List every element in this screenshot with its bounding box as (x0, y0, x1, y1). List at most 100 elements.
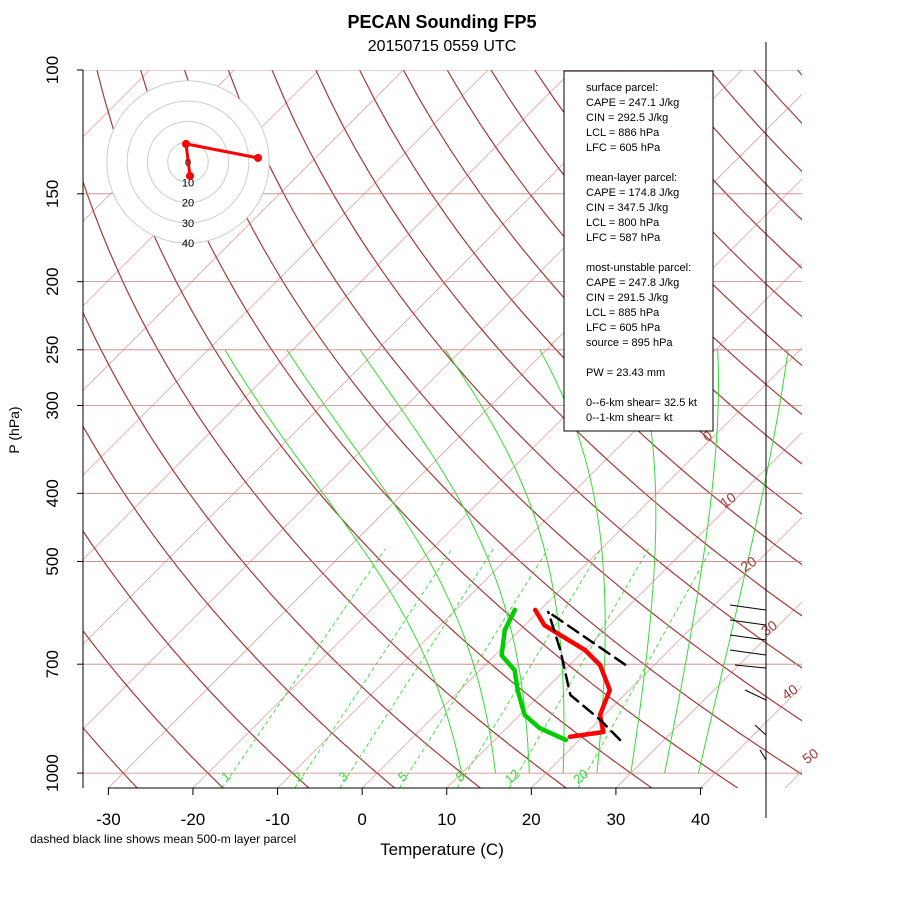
y-tick-label: 400 (43, 479, 62, 507)
mixing-ratio-line (509, 548, 649, 788)
isotherm (615, 601, 802, 788)
y-tick-label: 150 (43, 180, 62, 208)
isotherm (192, 178, 802, 788)
mixing-ratio-label: 1 (218, 768, 233, 784)
y-tick-label: 700 (43, 650, 62, 678)
moist-adiabat (664, 349, 719, 774)
mixing-ratio-line (399, 548, 549, 788)
wind-barbs (729, 604, 767, 761)
isotherm (83, 70, 404, 392)
dry-adiabat (796, 70, 802, 76)
x-tick-label: 20 (522, 810, 541, 829)
barb (744, 689, 767, 701)
isotherm (700, 685, 802, 788)
mixing-ratio-label: 20 (570, 766, 591, 787)
dry-adiabat (315, 70, 802, 617)
info-line: most-unstable parcel: (586, 262, 691, 274)
dry-adiabat (140, 70, 739, 788)
isotherm (531, 516, 802, 788)
isotherm (784, 770, 802, 788)
dry-adiabat (83, 179, 567, 788)
barb (754, 724, 767, 736)
barb (729, 604, 767, 611)
y-tick-label: 1000 (43, 754, 62, 792)
isotherm (83, 70, 658, 645)
info-line: mean-layer parcel: (586, 172, 677, 184)
barb (729, 649, 767, 656)
info-line: 0--1-km shear= kt (586, 412, 673, 424)
moist-adiabat (444, 349, 565, 774)
dry-adiabat (96, 70, 653, 788)
info-line: CAPE = 247.1 J/kg (586, 97, 679, 109)
mixing-ratio-label: 5 (395, 768, 410, 784)
mixing-ratio-line (577, 548, 712, 788)
dry-adiabat (83, 311, 481, 788)
moist-adiabat (286, 349, 496, 774)
isotherm (83, 70, 489, 476)
hodograph-ring-label: 20 (182, 198, 194, 210)
profile-line (532, 607, 613, 740)
info-line: LFC = 605 hPa (586, 322, 661, 334)
moist-adiabat (224, 349, 463, 774)
hodograph-ring-label: 10 (182, 177, 194, 189)
y-axis-label: P (hPa) (6, 406, 22, 453)
isotherm (870, 70, 900, 788)
info-line: LFC = 605 hPa (586, 142, 661, 154)
dry-adiabat (490, 70, 802, 416)
info-line: 0--6-km shear= 32.5 kt (586, 397, 697, 409)
info-line: PW = 23.43 mm (586, 367, 665, 379)
dry-adiabat (83, 726, 138, 788)
hodograph-ring (126, 100, 250, 224)
barb (729, 634, 767, 641)
x-tick-label: 10 (437, 810, 456, 829)
chart-title: PECAN Sounding FP5 (348, 12, 537, 32)
x-tick-label: 40 (691, 810, 710, 829)
info-line: surface parcel: (586, 82, 658, 94)
dry-adiabat (841, 70, 900, 788)
mixing-ratio-label: 2 (291, 768, 306, 784)
moist-adiabat (359, 349, 530, 774)
isotherm-label: 10 (717, 489, 739, 511)
mixing-ratio-line (339, 548, 494, 788)
mixing-ratio-line (221, 548, 386, 788)
info-line: CIN = 291.5 J/kg (586, 292, 668, 304)
barb (759, 749, 767, 761)
hodograph-ring (106, 80, 270, 244)
dry-adiabat (83, 530, 310, 788)
x-tick-label: -20 (181, 810, 206, 829)
info-line: source = 895 hPa (586, 337, 673, 349)
y-tick-label: 250 (43, 336, 62, 364)
isotherm-label: 30 (758, 617, 780, 639)
y-tick-label: 200 (43, 267, 62, 295)
y-tick-label: 100 (43, 56, 62, 84)
x-tick-label: -10 (265, 810, 290, 829)
dry-adiabat (709, 70, 802, 173)
mixing-ratio-label: 3 (336, 768, 351, 784)
barb (729, 619, 767, 626)
mixing-ratio-label: 12 (502, 766, 523, 787)
dry-adiabat (227, 70, 802, 722)
isotherm (446, 432, 802, 788)
info-line: LCL = 886 hPa (586, 127, 660, 139)
x-tick-label: 0 (357, 810, 366, 829)
hodograph-point (181, 139, 190, 148)
hodograph-ring-label: 30 (182, 218, 194, 230)
isotherm-label: 50 (799, 745, 821, 767)
hodograph-point (186, 172, 195, 181)
moist-adiabat (698, 349, 789, 774)
info-line: CIN = 292.5 J/kg (586, 112, 668, 124)
profiles (499, 607, 627, 743)
isotherm (83, 70, 573, 561)
x-tick-label: -30 (96, 810, 121, 829)
y-tick-label: 300 (43, 391, 62, 419)
info-line: CIN = 347.5 J/kg (586, 202, 668, 214)
dry-adiabat (271, 70, 802, 669)
chart-subtitle: 20150715 0559 UTC (368, 38, 517, 55)
profile-line (547, 610, 627, 666)
profile-line (499, 607, 569, 743)
info-box (563, 70, 714, 432)
overlay: 1 2 3 5 8 12 201001502002503004005007001000-30… (43, 56, 821, 829)
dry-adiabat (83, 425, 395, 788)
barb (734, 664, 767, 669)
